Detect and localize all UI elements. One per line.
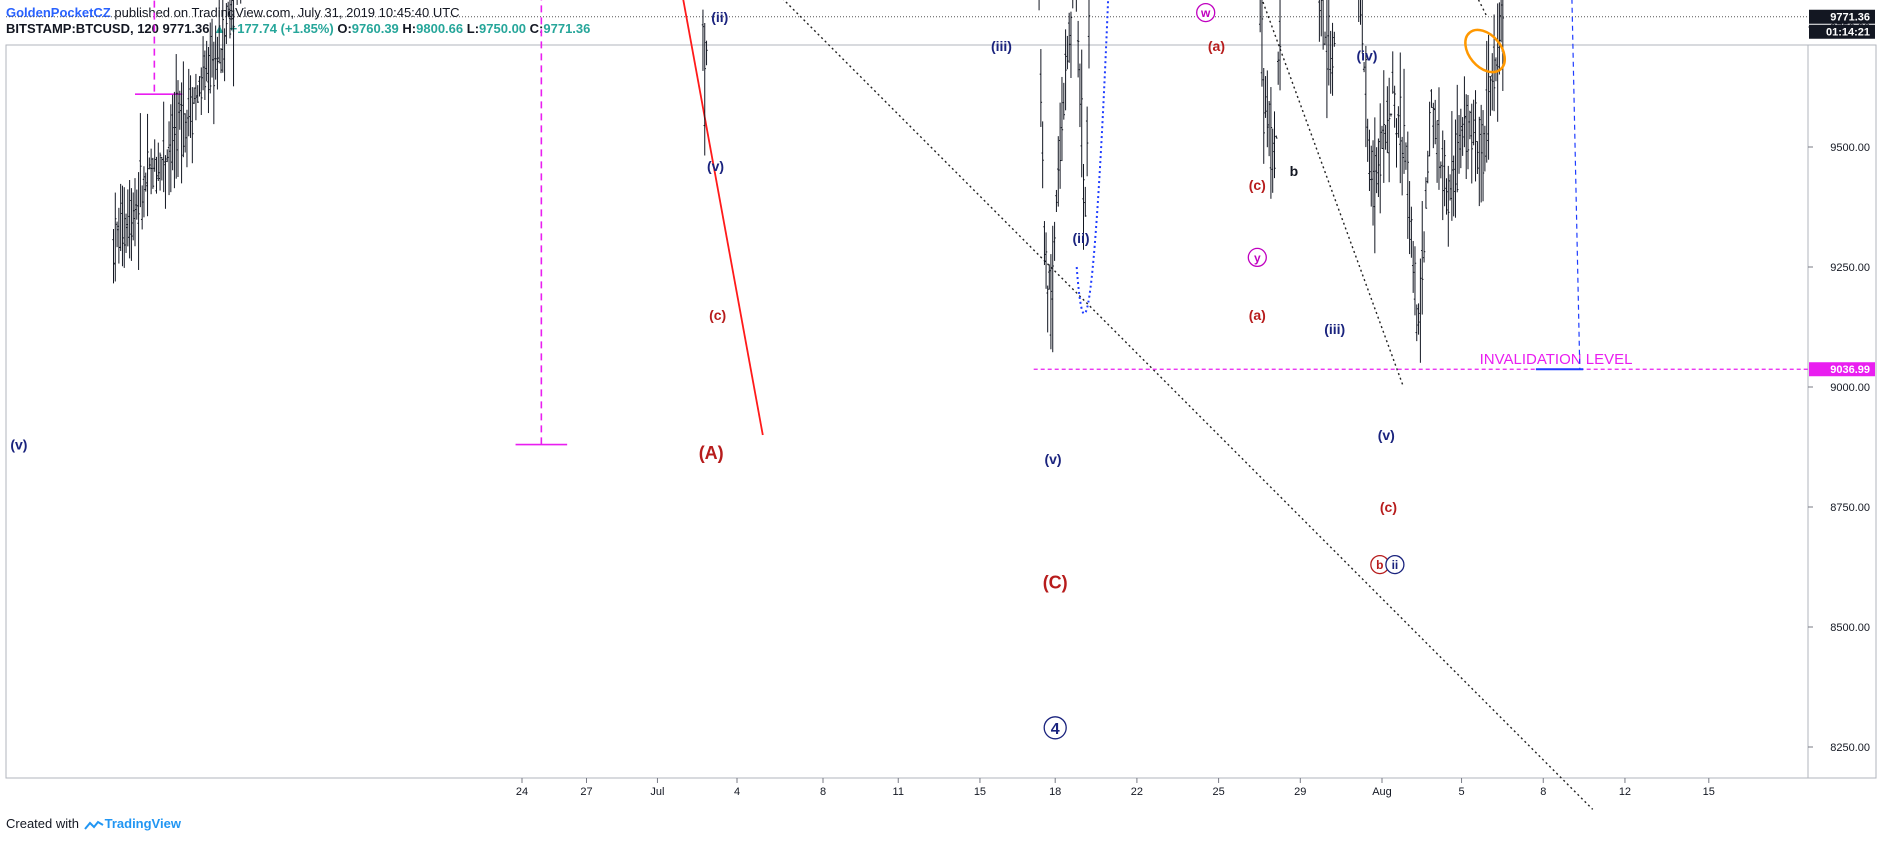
- wave-label-circled: 4: [1051, 721, 1060, 738]
- wave-label: (v): [1378, 427, 1395, 443]
- y-tick-label: 8750.00: [1830, 502, 1870, 514]
- x-tick-label: 24: [516, 786, 528, 798]
- wedge-line: [682, 0, 764, 436]
- level-price-label: 9036.99: [1830, 364, 1870, 376]
- wave-label: (c): [1380, 499, 1397, 515]
- countdown-tag: [1809, 24, 1875, 39]
- wave-label-circled: b: [1376, 558, 1383, 572]
- high-value: 9800.66: [416, 21, 464, 36]
- x-tick-label: 25: [1212, 786, 1224, 798]
- last-price: 9771.36: [162, 21, 210, 36]
- x-tick-label: 8: [1540, 786, 1546, 798]
- wave-label: b: [1290, 163, 1299, 179]
- x-tick-label: 5: [1458, 786, 1464, 798]
- wave-label-circle: [1196, 2, 1216, 23]
- chart-frame: [5, 44, 1877, 779]
- x-tick-label: 15: [1703, 786, 1715, 798]
- x-tick-label: 8: [820, 786, 826, 798]
- candles-group: [112, 0, 1505, 363]
- wave-label: (C): [1043, 573, 1068, 593]
- y-tick-label: 9000.00: [1830, 382, 1870, 394]
- price-change: ▲ +177.74 (+1.85%): [213, 21, 334, 36]
- x-tick-label: 12: [1619, 786, 1631, 798]
- y-tick-label: 9250.00: [1830, 262, 1870, 274]
- wave-label: (iii): [991, 38, 1012, 54]
- y-tick-label: 8500.00: [1830, 622, 1870, 634]
- low-label: L:: [466, 21, 480, 36]
- wave-label-circle: [1247, 247, 1267, 268]
- wave-label: (v): [1044, 451, 1061, 467]
- last-price-tag: [1809, 9, 1875, 24]
- wave-label-circled: y: [1254, 251, 1261, 265]
- wave-label-circled: ii: [1392, 558, 1399, 572]
- wave-label: (c): [709, 307, 726, 323]
- close-label: C:: [529, 21, 544, 36]
- x-tick-label: Aug: [1372, 786, 1392, 798]
- open-label: O:: [337, 21, 352, 36]
- ohlc-line: BITSTAMP:BTCUSD, 120 9771.36 ▲ +177.74 (…: [6, 21, 590, 36]
- close-value: 9771.36: [543, 21, 591, 36]
- countdown-label: 01:14:21: [1826, 27, 1870, 39]
- wave-label: (a): [1208, 38, 1225, 54]
- x-tick-label: 27: [580, 786, 592, 798]
- wave-label-circle: [1385, 554, 1405, 575]
- wave-label: (iii): [1324, 321, 1345, 337]
- wave-label: (c): [1249, 177, 1266, 193]
- low-value: 9750.00: [479, 21, 527, 36]
- x-tick-label: 18: [1049, 786, 1061, 798]
- wave-label: (A): [699, 443, 724, 463]
- tradingview-logo-icon: [83, 820, 104, 830]
- current-position-ellipse: [1464, 28, 1507, 74]
- publish-line: GoldenPocketCZ published on TradingView.…: [6, 5, 460, 20]
- x-tick-label: 29: [1294, 786, 1306, 798]
- open-value: 9760.39: [351, 21, 399, 36]
- symbol-label: BITSTAMP:BTCUSD, 120: [6, 21, 159, 36]
- x-tick-label: 4: [734, 786, 740, 798]
- created-with-text: Created with: [6, 816, 79, 831]
- wave-label: (ii): [711, 9, 728, 25]
- projection-down-dashed: [1571, 0, 1581, 370]
- high-label: H:: [402, 21, 417, 36]
- wave-label-circled: w: [1200, 6, 1211, 20]
- published-text: published on TradingView.com, July 31, 2…: [114, 5, 460, 20]
- x-tick-label: Jul: [650, 786, 664, 798]
- tradingview-brand-link[interactable]: TradingView: [104, 816, 181, 831]
- x-tick-label: 15: [974, 786, 986, 798]
- wave-label-circle: [1043, 716, 1067, 740]
- y-tick-label: 8250.00: [1830, 742, 1870, 754]
- footer: Created with TradingView: [6, 816, 181, 831]
- wave-label: (ii): [1072, 230, 1089, 246]
- wave-label: (iv): [1356, 48, 1377, 64]
- x-tick-label: 22: [1131, 786, 1143, 798]
- projection-small-dotted: [1075, 0, 1110, 315]
- x-tick-label: 11: [893, 786, 904, 798]
- level-price-tag: [1809, 362, 1875, 377]
- lower-trendline: [782, 0, 1594, 810]
- y-tick-label: 9500.00: [1830, 142, 1870, 154]
- wave-label: (v): [10, 436, 27, 452]
- wave-label: (a): [1249, 307, 1266, 323]
- last-price-label: 9771.36: [1830, 12, 1870, 24]
- wave-label: (v): [707, 158, 724, 174]
- level-name: INVALIDATION LEVEL: [1480, 351, 1633, 368]
